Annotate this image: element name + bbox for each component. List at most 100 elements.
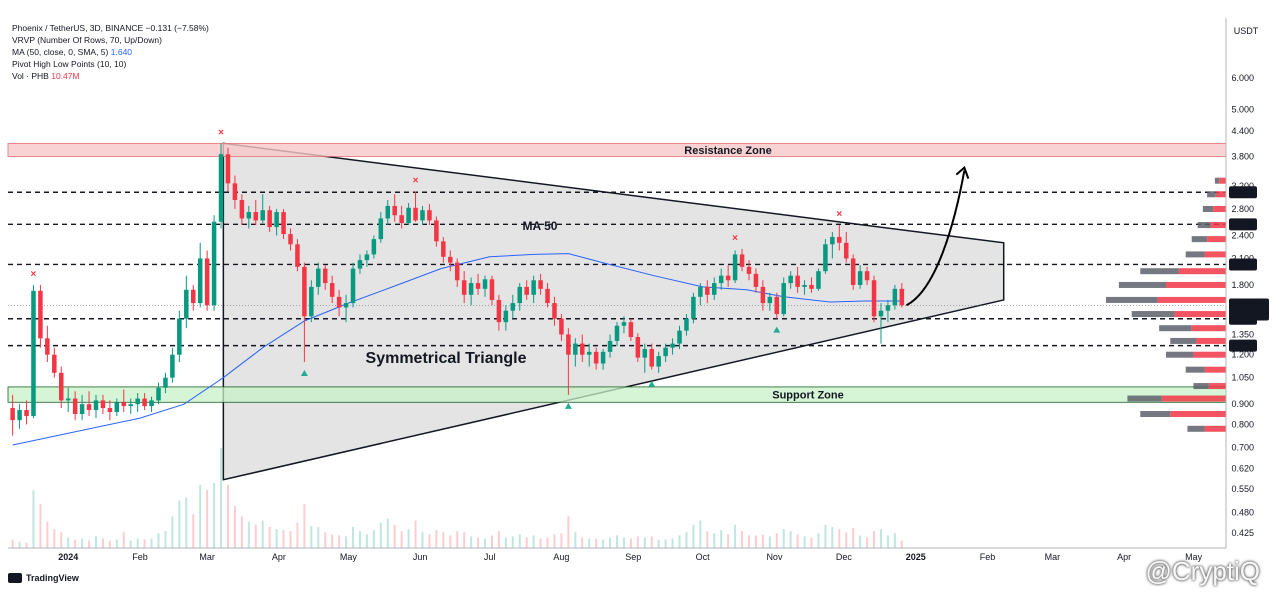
- candle: [482, 275, 488, 297]
- candle: [545, 283, 550, 308]
- volume-bar: [428, 534, 431, 548]
- candle: [274, 208, 279, 236]
- candle: [100, 394, 106, 415]
- candle: [135, 393, 140, 412]
- legend-volume[interactable]: Vol · PHB 10.47M: [12, 70, 209, 82]
- volume-bar: [296, 522, 299, 548]
- candle-body: [517, 286, 523, 304]
- candle: [281, 208, 286, 240]
- candle: [718, 268, 724, 290]
- candle-body: [552, 303, 557, 319]
- candle: [670, 338, 675, 355]
- candle: [350, 262, 356, 308]
- candle-body: [343, 303, 349, 308]
- horizontal-levels: [8, 191, 1226, 347]
- legend-pivots[interactable]: Pivot High Low Points (10, 10): [12, 59, 127, 69]
- candle-body: [746, 266, 752, 274]
- candle-body: [72, 398, 78, 415]
- legend-symbol[interactable]: Phoenix / TetherUS, 3D, BINANCE −0.131 (…: [12, 22, 209, 34]
- candle-body: [316, 268, 321, 287]
- candle-body: [364, 254, 370, 261]
- candle-body: [774, 296, 780, 315]
- volume-bar: [622, 537, 625, 548]
- candle-body: [149, 400, 154, 407]
- volume-bar: [609, 537, 612, 548]
- price-tick-label: 2.800: [1231, 204, 1254, 214]
- level-price-label: 1.265: [1232, 341, 1255, 351]
- price-tick-label: 0.550: [1231, 484, 1254, 494]
- profile-up-bar: [1196, 337, 1226, 344]
- projection-path: [905, 170, 966, 307]
- candle-body: [302, 266, 307, 317]
- candle: [149, 396, 154, 412]
- volume-bar: [60, 532, 63, 548]
- candle: [774, 292, 780, 319]
- candle-body: [725, 275, 731, 281]
- candle: [184, 275, 189, 329]
- profile-up-bar: [1215, 191, 1226, 198]
- candle-body: [128, 404, 133, 407]
- candle: [816, 268, 821, 291]
- volume-bar: [692, 524, 695, 548]
- profile-down-bar: [1140, 411, 1171, 418]
- projection-arrowhead: [955, 165, 970, 179]
- candle: [538, 273, 543, 295]
- volume-bar: [845, 532, 848, 548]
- candle: [510, 294, 516, 319]
- current-price-label: 1.598: [1233, 300, 1256, 310]
- profile-down-bar: [1185, 366, 1205, 373]
- price-tick-label: 6.000: [1231, 73, 1254, 83]
- volume-bar: [574, 532, 577, 548]
- volume-bar: [379, 522, 382, 548]
- candle: [309, 280, 314, 323]
- legend-change: −0.131 (−7.58%): [145, 23, 209, 33]
- volume-bar: [789, 531, 792, 548]
- candle-body: [885, 305, 891, 311]
- profile-up-bar: [1157, 296, 1226, 303]
- candle-body: [559, 318, 564, 335]
- profile-up-bar: [1204, 425, 1226, 432]
- candle: [725, 265, 731, 287]
- volume-bar: [824, 524, 827, 548]
- candle-body: [614, 325, 620, 341]
- volume-bar: [602, 539, 605, 548]
- tradingview-logo[interactable]: TradingView: [8, 573, 79, 583]
- volume-bar: [831, 526, 834, 548]
- level-price-label: 2.028: [1232, 259, 1255, 269]
- profile-down-bar: [1185, 251, 1205, 258]
- volume-bar: [310, 525, 313, 548]
- volume-bar: [324, 532, 327, 548]
- legend-ma-value: 1.640: [110, 47, 133, 57]
- level-price-badge: [1229, 186, 1257, 199]
- candle: [420, 205, 425, 226]
- candle: [10, 394, 15, 436]
- profile-up-bar: [1170, 411, 1226, 418]
- legend-vrvp[interactable]: VRVP (Number Of Rows, 70, Up/Down): [12, 35, 162, 45]
- candle: [385, 200, 391, 226]
- candle-body: [385, 205, 391, 219]
- profile-down-bar: [1127, 395, 1162, 402]
- candle: [573, 338, 578, 367]
- candle-body: [420, 210, 425, 221]
- profile-down-bar: [1207, 191, 1216, 198]
- candle-body: [705, 286, 710, 295]
- volume-bar: [247, 521, 250, 548]
- pivot-low-marker: [648, 380, 656, 387]
- profile-down-bar: [1166, 351, 1194, 358]
- candle: [454, 258, 460, 287]
- volume-bar: [463, 532, 466, 548]
- legend-ma[interactable]: MA (50, close, 0, SMA, 5) 1.640: [12, 46, 209, 58]
- volume-bar: [115, 539, 118, 548]
- volume-bar: [900, 540, 903, 548]
- volume-bar: [838, 529, 841, 548]
- candle: [31, 284, 36, 419]
- candle-body: [322, 268, 328, 284]
- profile-up-bar: [1161, 395, 1226, 402]
- volume-bar: [560, 533, 563, 548]
- profile-up-bar: [1213, 205, 1226, 212]
- profile-down-bar: [1159, 325, 1192, 332]
- pivot-low-marker: [300, 370, 308, 377]
- candle: [850, 254, 856, 290]
- candle: [72, 391, 78, 421]
